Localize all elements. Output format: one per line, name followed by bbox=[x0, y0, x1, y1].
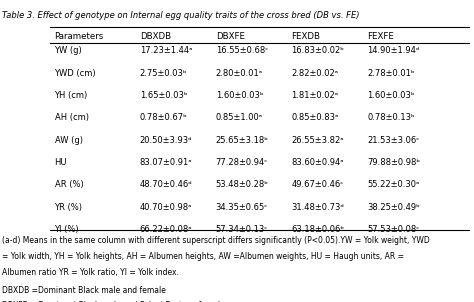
Text: Albumen ratio YR = Yolk ratio, YI = Yolk index.: Albumen ratio YR = Yolk ratio, YI = Yolk… bbox=[2, 268, 179, 277]
Text: AW (g): AW (g) bbox=[55, 136, 82, 145]
Text: 55.22±0.30ᵃ: 55.22±0.30ᵃ bbox=[367, 180, 419, 189]
Text: 1.60±0.03ᵇ: 1.60±0.03ᵇ bbox=[367, 91, 415, 100]
Text: YH (cm): YH (cm) bbox=[55, 91, 88, 100]
Text: 16.83±0.02ᵇ: 16.83±0.02ᵇ bbox=[292, 46, 345, 55]
Text: 2.82±0.02ᵃ: 2.82±0.02ᵃ bbox=[292, 69, 338, 78]
Text: 49.67±0.46ᶜ: 49.67±0.46ᶜ bbox=[292, 180, 344, 189]
Text: DBXDB =Dominant Black male and female: DBXDB =Dominant Black male and female bbox=[2, 286, 166, 295]
Text: 40.70±0.98ᵃ: 40.70±0.98ᵃ bbox=[140, 203, 192, 212]
Text: 0.78±0.67ᵇ: 0.78±0.67ᵇ bbox=[140, 113, 188, 122]
Text: 20.50±3.93ᵈ: 20.50±3.93ᵈ bbox=[140, 136, 192, 145]
Text: = Yolk width, YH = Yolk heights, AH = Albumen heights, AW =Albumen weights, HU =: = Yolk width, YH = Yolk heights, AH = Al… bbox=[2, 252, 404, 261]
Text: 2.80±0.01ᵃ: 2.80±0.01ᵃ bbox=[216, 69, 263, 78]
Text: FEXDB: FEXDB bbox=[292, 32, 320, 41]
Text: Parameters: Parameters bbox=[55, 32, 104, 41]
Text: FEXFE: FEXFE bbox=[367, 32, 394, 41]
Text: YWD (cm): YWD (cm) bbox=[55, 69, 96, 78]
Text: YR (%): YR (%) bbox=[55, 203, 82, 212]
Text: 2.78±0.01ᵇ: 2.78±0.01ᵇ bbox=[367, 69, 415, 78]
Text: DBXFE = Dominant Black male and Fulani Ecotype female: DBXFE = Dominant Black male and Fulani E… bbox=[2, 301, 225, 302]
Text: 1.60±0.03ᵇ: 1.60±0.03ᵇ bbox=[216, 91, 263, 100]
Text: 53.48±0.28ᵇ: 53.48±0.28ᵇ bbox=[216, 180, 269, 189]
Text: 1.81±0.02ᵃ: 1.81±0.02ᵃ bbox=[292, 91, 338, 100]
Text: 63.18±0.06ᵇ: 63.18±0.06ᵇ bbox=[292, 225, 345, 234]
Text: 16.55±0.68ᶜ: 16.55±0.68ᶜ bbox=[216, 46, 268, 55]
Text: 0.85±1.00ᵃ: 0.85±1.00ᵃ bbox=[216, 113, 263, 122]
Text: AR (%): AR (%) bbox=[55, 180, 83, 189]
Text: 83.07±0.91ᵃ: 83.07±0.91ᵃ bbox=[140, 158, 192, 167]
Text: 31.48±0.73ᵈ: 31.48±0.73ᵈ bbox=[292, 203, 344, 212]
Text: DBXDB: DBXDB bbox=[140, 32, 171, 41]
Text: 17.23±1.44ᵃ: 17.23±1.44ᵃ bbox=[140, 46, 192, 55]
Text: (a-d) Means in the same column with different superscript differs significantly : (a-d) Means in the same column with diff… bbox=[2, 236, 430, 245]
Text: 57.34±0.13ᶜ: 57.34±0.13ᶜ bbox=[216, 225, 268, 234]
Text: 57.53±0.08ᶜ: 57.53±0.08ᶜ bbox=[367, 225, 419, 234]
Text: YW (g): YW (g) bbox=[55, 46, 82, 55]
Text: 25.65±3.18ᵇ: 25.65±3.18ᵇ bbox=[216, 136, 269, 145]
Text: 0.78±0.13ᵇ: 0.78±0.13ᵇ bbox=[367, 113, 415, 122]
Text: 83.60±0.94ᵃ: 83.60±0.94ᵃ bbox=[292, 158, 344, 167]
Text: 48.70±0.46ᵈ: 48.70±0.46ᵈ bbox=[140, 180, 192, 189]
Text: 0.85±0.83ᵃ: 0.85±0.83ᵃ bbox=[292, 113, 339, 122]
Text: 1.65±0.03ᵇ: 1.65±0.03ᵇ bbox=[140, 91, 187, 100]
Text: 66.22±0.08ᵃ: 66.22±0.08ᵃ bbox=[140, 225, 192, 234]
Text: DBXFE: DBXFE bbox=[216, 32, 245, 41]
Text: 79.88±0.98ᵇ: 79.88±0.98ᵇ bbox=[367, 158, 420, 167]
Text: 26.55±3.82ᵃ: 26.55±3.82ᵃ bbox=[292, 136, 344, 145]
Text: 21.53±3.06ᶜ: 21.53±3.06ᶜ bbox=[367, 136, 419, 145]
Text: AH (cm): AH (cm) bbox=[55, 113, 89, 122]
Text: 34.35±0.65ᶜ: 34.35±0.65ᶜ bbox=[216, 203, 268, 212]
Text: YI (%): YI (%) bbox=[55, 225, 79, 234]
Text: 2.75±0.03ᵇ: 2.75±0.03ᵇ bbox=[140, 69, 187, 78]
Text: Table 3. Effect of genotype on Internal egg quality traits of the cross bred (DB: Table 3. Effect of genotype on Internal … bbox=[2, 11, 360, 20]
Text: 77.28±0.94ᶜ: 77.28±0.94ᶜ bbox=[216, 158, 268, 167]
Text: 38.25±0.49ᵇ: 38.25±0.49ᵇ bbox=[367, 203, 420, 212]
Text: HU: HU bbox=[55, 158, 67, 167]
Text: 14.90±1.94ᵈ: 14.90±1.94ᵈ bbox=[367, 46, 419, 55]
